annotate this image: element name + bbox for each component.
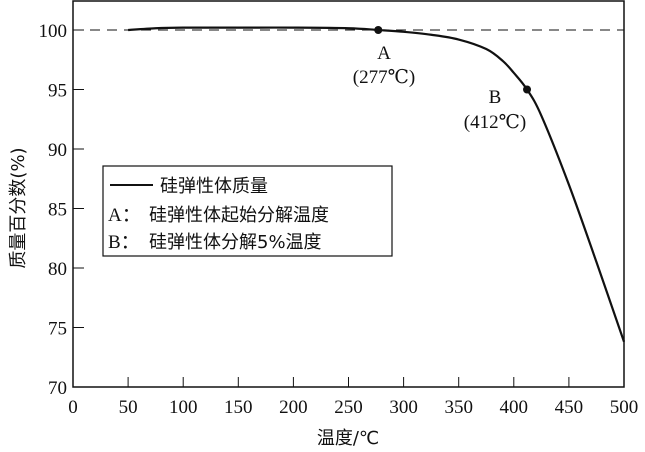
annotation-b-temp: (412℃) (464, 112, 526, 133)
annotation-b-letter: B (489, 87, 502, 108)
annotation-points (374, 26, 532, 94)
series-line (128, 26, 626, 343)
annotation-a-letter: A (377, 43, 391, 64)
x-axis: 0 50 100 150 200 250 300 350 400 450 500 (68, 377, 638, 418)
x-tick-label: 450 (555, 397, 584, 418)
x-tick-label: 400 (500, 397, 529, 418)
annotation-point-b (523, 85, 532, 94)
annotation-a-temp: (277℃) (353, 67, 415, 88)
legend-entry-a: 硅弹性体起始分解温度 (149, 205, 329, 226)
x-tick-label: 300 (389, 397, 418, 418)
y-tick-label: 95 (48, 81, 67, 102)
x-axis-title: 温度/℃ (317, 428, 379, 449)
y-tick-label: 100 (39, 21, 68, 42)
x-tick-label: 0 (68, 397, 78, 418)
legend-entry-b: 硅弹性体分解5%温度 (149, 232, 322, 253)
legend-entry-b-key: B： (108, 232, 140, 253)
x-tick-label: 350 (444, 397, 473, 418)
legend: 硅弹性体质量 A： 硅弹性体起始分解温度 B： 硅弹性体分解5%温度 (102, 165, 393, 257)
y-tick-label: 90 (48, 140, 67, 161)
legend-entry-line: 硅弹性体质量 (160, 176, 268, 197)
y-tick-label: 85 (48, 200, 67, 221)
x-tick-label: 250 (334, 397, 363, 418)
y-tick-label: 70 (48, 378, 67, 399)
y-tick-label: 80 (48, 259, 67, 280)
legend-box (102, 165, 393, 257)
x-tick-label: 50 (119, 397, 138, 418)
y-axis-title: 质量百分数(%) (8, 147, 29, 268)
annotation-point-a (374, 26, 383, 34)
y-axis: 70 75 80 85 90 95 100 (39, 21, 84, 399)
series-path (128, 26, 626, 343)
x-tick-label: 100 (169, 397, 198, 418)
y-tick-label: 75 (48, 319, 67, 340)
x-tick-label: 200 (279, 397, 308, 418)
x-tick-label: 150 (224, 397, 253, 418)
legend-entry-a-key: A： (108, 205, 141, 226)
x-tick-label: 500 (610, 397, 639, 418)
